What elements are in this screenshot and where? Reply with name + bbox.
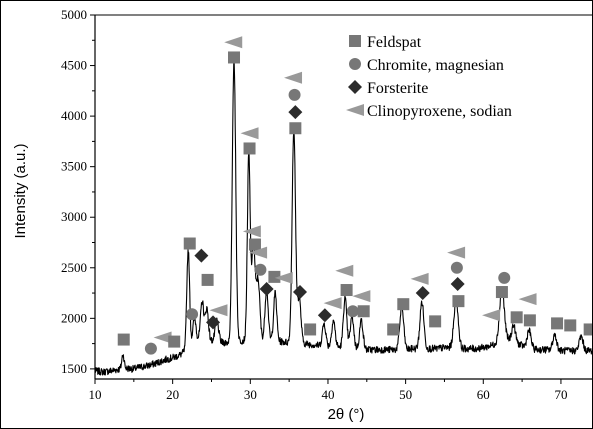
peak-marker-chromite-magnesian xyxy=(288,88,301,101)
xrd-trace-line xyxy=(94,60,592,376)
x-tick-label: 50 xyxy=(399,387,412,402)
y-tick-label: 3000 xyxy=(61,209,87,224)
peak-marker-feldspat xyxy=(357,305,370,318)
peak-marker-clinopyroxene-sodian xyxy=(153,331,172,344)
peak-marker-feldspat xyxy=(243,142,256,155)
peak-marker-forsterite xyxy=(415,286,430,301)
x-axis-label: 2θ (°) xyxy=(328,406,365,423)
peak-marker-clinopyroxene-sodian xyxy=(242,225,261,238)
peak-marker-feldspat xyxy=(495,286,508,299)
peak-marker-clinopyroxene-sodian xyxy=(240,127,259,140)
legend-marker-chromite-magnesian xyxy=(349,58,361,70)
legend-label-forsterite: Forsterite xyxy=(367,80,428,97)
peak-marker-clinopyroxene-sodian xyxy=(518,293,537,306)
peak-marker-feldspat xyxy=(429,315,442,328)
peak-marker-feldspat xyxy=(183,237,196,250)
peak-marker-clinopyroxene-sodian xyxy=(274,271,293,284)
peak-marker-forsterite xyxy=(293,285,308,300)
peak-marker-clinopyroxene-sodian xyxy=(284,71,303,84)
peak-marker-chromite-magnesian xyxy=(186,308,199,321)
y-tick-label: 4500 xyxy=(61,58,87,73)
x-tick-label: 20 xyxy=(166,387,179,402)
peak-marker-forsterite xyxy=(206,315,221,330)
peak-marker-feldspat xyxy=(510,311,523,324)
y-tick-label: 2000 xyxy=(61,310,87,325)
peak-marker-clinopyroxene-sodian xyxy=(352,290,371,303)
peak-marker-feldspat xyxy=(268,270,281,283)
legend-marker-feldspat xyxy=(349,35,361,47)
peak-marker-feldspat xyxy=(304,323,317,336)
peak-marker-clinopyroxene-sodian xyxy=(249,246,268,259)
legend-label-feldspat: Feldspat xyxy=(367,34,422,51)
y-tick-label: 4000 xyxy=(61,108,87,123)
peak-marker-feldspat xyxy=(523,314,536,327)
peak-marker-forsterite xyxy=(259,282,274,297)
legend-label-clinopyroxene-sodian: Clinopyroxene, sodian xyxy=(367,103,512,120)
x-tick-label: 30 xyxy=(244,387,257,402)
peak-marker-chromite-magnesian xyxy=(254,263,267,276)
peak-marker-forsterite xyxy=(288,105,303,120)
peak-marker-feldspat xyxy=(452,295,465,308)
x-tick-label: 70 xyxy=(554,387,567,402)
peak-marker-feldspat xyxy=(397,298,410,311)
peak-marker-clinopyroxene-sodian xyxy=(224,36,243,49)
peak-marker-clinopyroxene-sodian xyxy=(209,304,228,317)
peak-marker-chromite-magnesian xyxy=(144,342,157,355)
peak-marker-feldspat xyxy=(117,333,130,346)
legend-marker-forsterite xyxy=(348,80,362,94)
peak-marker-chromite-magnesian xyxy=(450,261,463,274)
legend-label-chromite-magnesian: Chromite, magnesian xyxy=(367,57,504,74)
peak-marker-forsterite xyxy=(317,308,332,323)
x-tick-label: 10 xyxy=(89,387,102,402)
y-tick-label: 2500 xyxy=(61,260,87,275)
peak-marker-feldspat xyxy=(289,122,302,135)
peak-marker-feldspat xyxy=(168,335,181,348)
peak-marker-feldspat xyxy=(201,273,214,286)
peak-marker-feldspat xyxy=(583,323,592,336)
peak-marker-feldspat xyxy=(387,323,400,336)
peak-marker-feldspat xyxy=(248,238,261,251)
peak-marker-feldspat xyxy=(564,319,577,332)
peak-marker-feldspat xyxy=(551,317,564,330)
peak-marker-forsterite xyxy=(194,248,209,263)
peak-marker-forsterite xyxy=(450,276,465,291)
y-axis-label: Intensity (a.u.) xyxy=(12,143,29,238)
peak-marker-clinopyroxene-sodian xyxy=(482,309,501,322)
peak-marker-clinopyroxene-sodian xyxy=(410,272,429,285)
peak-marker-feldspat xyxy=(228,51,241,64)
x-tick-label: 60 xyxy=(477,387,490,402)
peak-marker-feldspat xyxy=(340,284,353,297)
y-tick-label: 3500 xyxy=(61,159,87,174)
peak-marker-chromite-magnesian xyxy=(346,305,359,318)
legend-marker-clinopyroxene-sodian xyxy=(346,104,364,116)
y-tick-label: 5000 xyxy=(61,7,87,22)
peak-marker-chromite-magnesian xyxy=(498,271,511,284)
peak-marker-clinopyroxene-sodian xyxy=(335,264,354,277)
peak-marker-clinopyroxene-sodian xyxy=(323,297,342,310)
x-tick-label: 40 xyxy=(321,387,334,402)
y-tick-label: 1500 xyxy=(61,361,87,376)
peak-marker-clinopyroxene-sodian xyxy=(447,246,466,259)
